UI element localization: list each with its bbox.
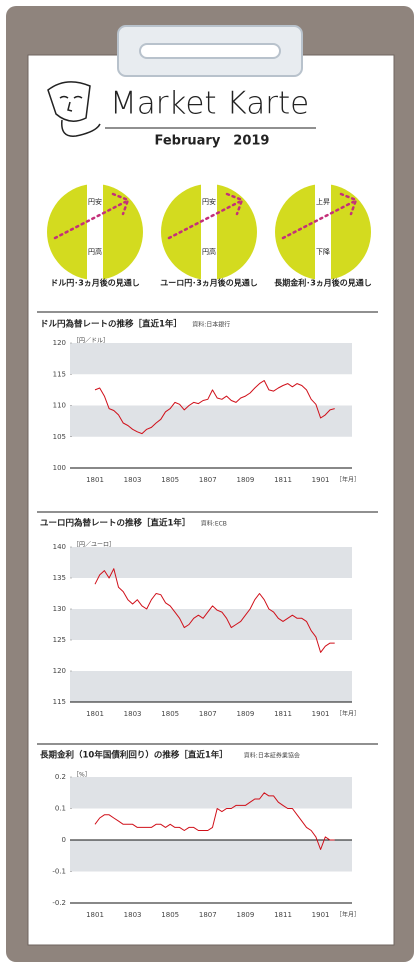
- y-tick-label: -0.1: [52, 868, 66, 876]
- y-tick-label: 100: [53, 464, 66, 472]
- chart-source: 資料:日本証券業協会: [244, 752, 300, 760]
- x-tick-label: 1801: [86, 710, 104, 718]
- band: [70, 343, 352, 375]
- chart-title: ユーロ円為替レートの推移［直近1年］: [40, 518, 190, 529]
- x-tick-label: 1901: [312, 710, 330, 718]
- x-tick-label: 1809: [236, 911, 254, 919]
- chart-source: 資料:日本銀行: [192, 321, 230, 329]
- outlook-caption: ドル円･3ヵ月後の見通し: [50, 278, 140, 288]
- chart-title: 長期金利（10年国債利回り）の推移［直近1年］: [40, 750, 228, 761]
- band: [70, 671, 352, 702]
- chart-title: ドル円為替レートの推移［直近1年］: [40, 319, 182, 330]
- outlook-arrow-head: [205, 184, 213, 192]
- y-tick-label: -0.2: [52, 899, 66, 907]
- x-axis-label: ［年月］: [336, 476, 360, 484]
- y-axis-label: ［円／ドル］: [73, 338, 109, 345]
- x-axis-label: ［年月］: [336, 911, 360, 919]
- y-tick-label: 120: [53, 667, 66, 675]
- data-line: [94, 792, 335, 850]
- data-line: [94, 380, 335, 435]
- x-tick-label: 1809: [236, 710, 254, 718]
- y-tick-label: 105: [53, 433, 66, 441]
- outlook-top: 円安: [202, 197, 216, 206]
- outlook-caption: 長期金利･3ヵ月後の見通し: [274, 278, 372, 288]
- x-tick-label: 1809: [236, 476, 254, 484]
- outlook-bottom: 下降: [316, 247, 330, 256]
- y-tick-label: 115: [53, 698, 66, 706]
- x-axis-label: ［年月］: [336, 710, 360, 718]
- x-tick-label: 1805: [161, 476, 179, 484]
- y-tick-label: 120: [53, 339, 66, 347]
- x-tick-label: 1807: [199, 911, 217, 919]
- outlook-trend: [53, 200, 127, 240]
- outlook-bar: [87, 184, 103, 280]
- x-tick-label: 1811: [274, 476, 292, 484]
- outlook-top: 上昇: [316, 197, 330, 206]
- band: [70, 840, 352, 872]
- x-tick-label: 1803: [124, 476, 142, 484]
- outlook-bar: [315, 184, 331, 280]
- band: [70, 405, 352, 437]
- outlook-trend: [281, 200, 355, 240]
- y-axis-label: ［円／ユーロ］: [73, 542, 115, 549]
- clip-hole: [139, 43, 281, 59]
- y-tick-label: 140: [53, 543, 66, 551]
- x-tick-label: 1801: [86, 476, 104, 484]
- x-tick-label: 1803: [124, 710, 142, 718]
- x-tick-label: 1807: [199, 476, 217, 484]
- y-tick-label: 135: [53, 574, 66, 582]
- outlook-arrow-head: [319, 184, 327, 192]
- outlook-top: 円安: [88, 197, 102, 206]
- y-axis-label: ［%］: [73, 772, 91, 779]
- data-line: [94, 568, 335, 653]
- x-tick-label: 1803: [124, 911, 142, 919]
- logo: [47, 81, 101, 137]
- y-tick-label: 130: [53, 605, 66, 613]
- x-tick-label: 1901: [312, 476, 330, 484]
- x-tick-label: 1805: [161, 710, 179, 718]
- outlook-bottom: 円高: [202, 247, 216, 256]
- y-tick-label: 0.2: [55, 773, 66, 781]
- y-tick-label: 0.1: [55, 805, 66, 813]
- band: [70, 777, 352, 809]
- outlook-bar: [201, 184, 217, 280]
- title: Market Karte: [110, 86, 309, 122]
- outlook-trend-head: [225, 192, 244, 216]
- outlook-trend: [167, 200, 241, 240]
- subtitle: February 2019: [155, 134, 270, 149]
- band: [70, 609, 352, 640]
- x-tick-label: 1901: [312, 911, 330, 919]
- x-tick-label: 1801: [86, 911, 104, 919]
- outlook-arrow-head: [91, 184, 99, 192]
- x-tick-label: 1811: [274, 911, 292, 919]
- x-tick-label: 1807: [199, 710, 217, 718]
- outlook-trend-head: [111, 192, 130, 216]
- y-tick-label: 110: [53, 402, 66, 410]
- outlook-bottom: 円高: [88, 247, 102, 256]
- band: [70, 547, 352, 578]
- x-tick-label: 1811: [274, 710, 292, 718]
- y-tick-label: 115: [53, 370, 66, 378]
- y-tick-label: 125: [53, 636, 66, 644]
- y-tick-label: 0: [62, 836, 66, 844]
- x-tick-label: 1805: [161, 911, 179, 919]
- outlook-caption: ユーロ円･3ヵ月後の見通し: [160, 278, 258, 288]
- chart-source: 資料:ECB: [201, 520, 227, 528]
- outlook-trend-head: [339, 192, 358, 216]
